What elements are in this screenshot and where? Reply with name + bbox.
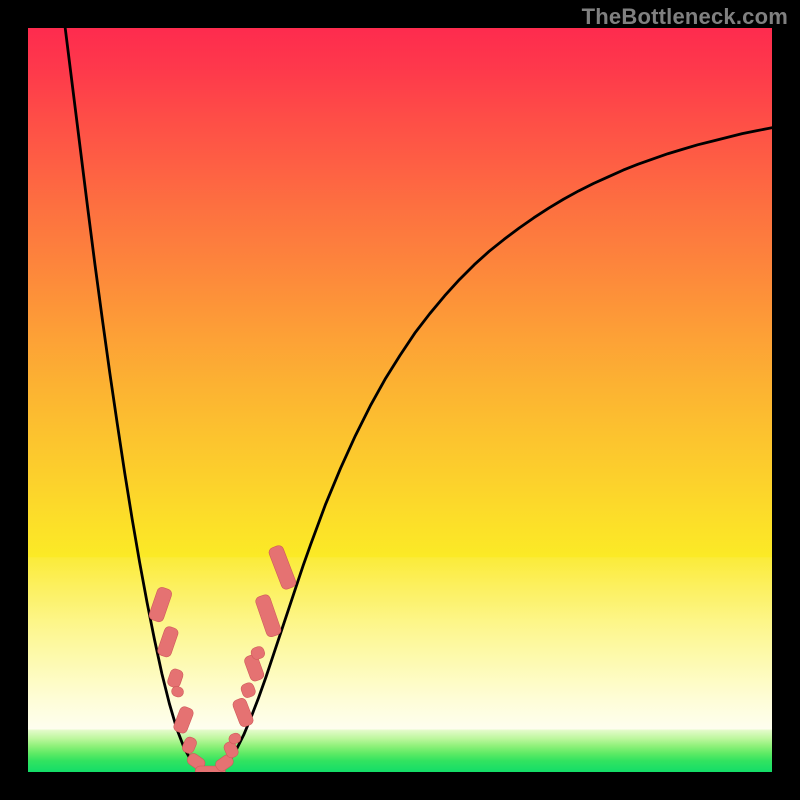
watermark-text: TheBottleneck.com bbox=[582, 4, 788, 30]
plot-area bbox=[28, 28, 772, 778]
chart-svg bbox=[0, 0, 800, 800]
chart-stage: TheBottleneck.com bbox=[0, 0, 800, 800]
gradient-background bbox=[28, 28, 772, 772]
